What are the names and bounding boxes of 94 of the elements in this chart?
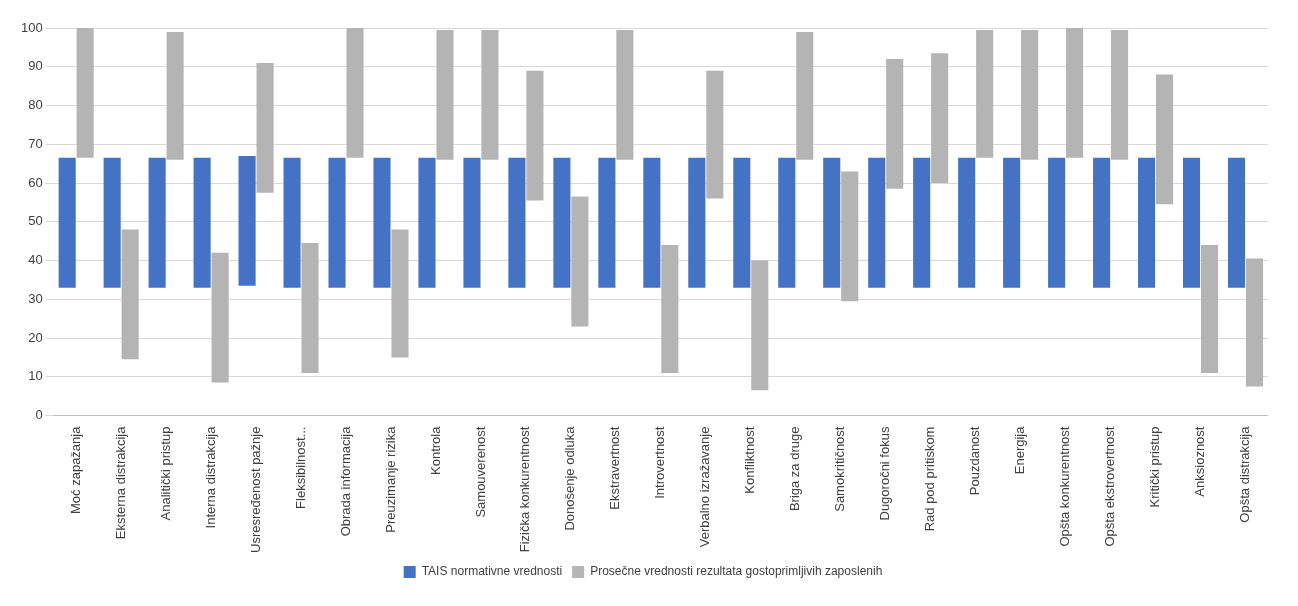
bar [1200, 245, 1219, 373]
y-tick-label: 80 [28, 97, 43, 113]
x-tick-label: Samouverenost [472, 426, 488, 518]
x-tick-label: Dugoročni fokus [877, 426, 893, 521]
y-tick-label: 10 [28, 368, 43, 384]
x-tick-label: Kritički pristup [1147, 426, 1163, 508]
bar [931, 53, 949, 184]
bar [868, 157, 886, 288]
x-tick-label: Verbalno izražavanje [697, 426, 713, 548]
y-tick-label: 40 [28, 252, 43, 268]
x-tick-label: Samokritičnost [832, 426, 848, 512]
x-tick-label: Ekstravertnost [607, 426, 623, 510]
bar [373, 157, 391, 288]
legend-label: Prosečne vrednosti rezultata gostoprimljivih zaposlenih [590, 564, 883, 579]
bar [661, 245, 679, 373]
x-tick-label: Eksterna distrakcija [112, 425, 128, 540]
x-tick-label: Donošenje odluka [562, 425, 578, 531]
bar [256, 62, 274, 193]
bar [1156, 74, 1174, 205]
y-tick-label: 70 [28, 135, 43, 151]
bar [616, 29, 634, 160]
x-tick-label: Energija [1012, 425, 1028, 475]
x-tick-label: Usresređenost pažnje [247, 426, 263, 554]
bar [436, 29, 454, 160]
bar [958, 157, 976, 288]
bar [1227, 157, 1246, 288]
bar [796, 31, 814, 160]
bar [328, 157, 346, 288]
bar [1048, 157, 1066, 288]
bar [976, 29, 994, 158]
bar [823, 157, 841, 288]
bar [103, 157, 121, 288]
x-tick-label: Interna distrakcija [202, 425, 218, 529]
x-tick-label: Kontrola [427, 425, 443, 475]
y-tick-label: 60 [28, 174, 43, 190]
x-tick-label: Fizička konkurentnost [517, 426, 533, 553]
bar [1093, 157, 1111, 288]
bar [148, 157, 166, 288]
bar [1138, 157, 1156, 288]
x-tick-label: Pouzdanost [967, 426, 983, 496]
y-tick-label: 0 [35, 407, 43, 423]
x-tick-label: Opšta distrakcija [1237, 425, 1253, 523]
bar [508, 157, 526, 288]
x-tick-label: Rad pod pritiskom [922, 426, 938, 532]
x-tick-label: Anksioznost [1192, 426, 1208, 497]
bar [121, 229, 139, 360]
bar [418, 157, 436, 288]
bar [886, 59, 904, 189]
bar [211, 252, 229, 383]
bar [733, 157, 751, 288]
bar [526, 70, 544, 201]
bar [1003, 157, 1021, 288]
bar [688, 157, 706, 288]
bar [1111, 29, 1129, 160]
bar [463, 157, 481, 288]
bar [1066, 28, 1084, 158]
bar [751, 260, 769, 391]
bar [481, 29, 499, 160]
bar [58, 157, 76, 288]
x-tick-label: Analitički pristup [157, 426, 173, 521]
bar [778, 157, 796, 288]
y-tick-label: 50 [28, 213, 43, 229]
bar [841, 171, 859, 302]
bar [1245, 258, 1264, 387]
y-tick-label: 90 [28, 58, 43, 74]
bar [238, 155, 256, 286]
y-tick-label: 30 [28, 290, 43, 306]
x-tick-label: Obrada informacija [337, 425, 353, 537]
x-tick-label: Introvertnost [652, 426, 668, 499]
legend-label: TAIS normativne vrednosti [421, 564, 563, 579]
x-tick-label: Preuzimanje rizika [382, 425, 398, 533]
bar [706, 70, 724, 199]
bar [391, 229, 409, 358]
bar [571, 196, 589, 327]
bar [76, 28, 94, 158]
bar [301, 243, 319, 373]
x-tick-label: Opšta ekstrovertnost [1102, 426, 1118, 547]
x-tick-label: Fleksibilnost... [292, 426, 308, 509]
bar [913, 157, 931, 288]
y-tick-label: 100 [20, 19, 43, 35]
bar [553, 157, 571, 288]
bar [1021, 29, 1039, 160]
y-tick-label: 20 [28, 329, 43, 345]
bar [1183, 157, 1201, 288]
x-tick-label: Konfliktnost [742, 426, 758, 494]
bar [643, 157, 661, 288]
bar [346, 28, 364, 158]
x-tick-label: Opšta konkurentnost [1057, 426, 1073, 547]
bar [283, 157, 301, 288]
bar [193, 157, 211, 288]
x-tick-label: Briga za druge [787, 426, 803, 512]
bar [598, 157, 616, 288]
bar [166, 31, 184, 160]
x-tick-label: Moć zapažanja [67, 425, 83, 514]
